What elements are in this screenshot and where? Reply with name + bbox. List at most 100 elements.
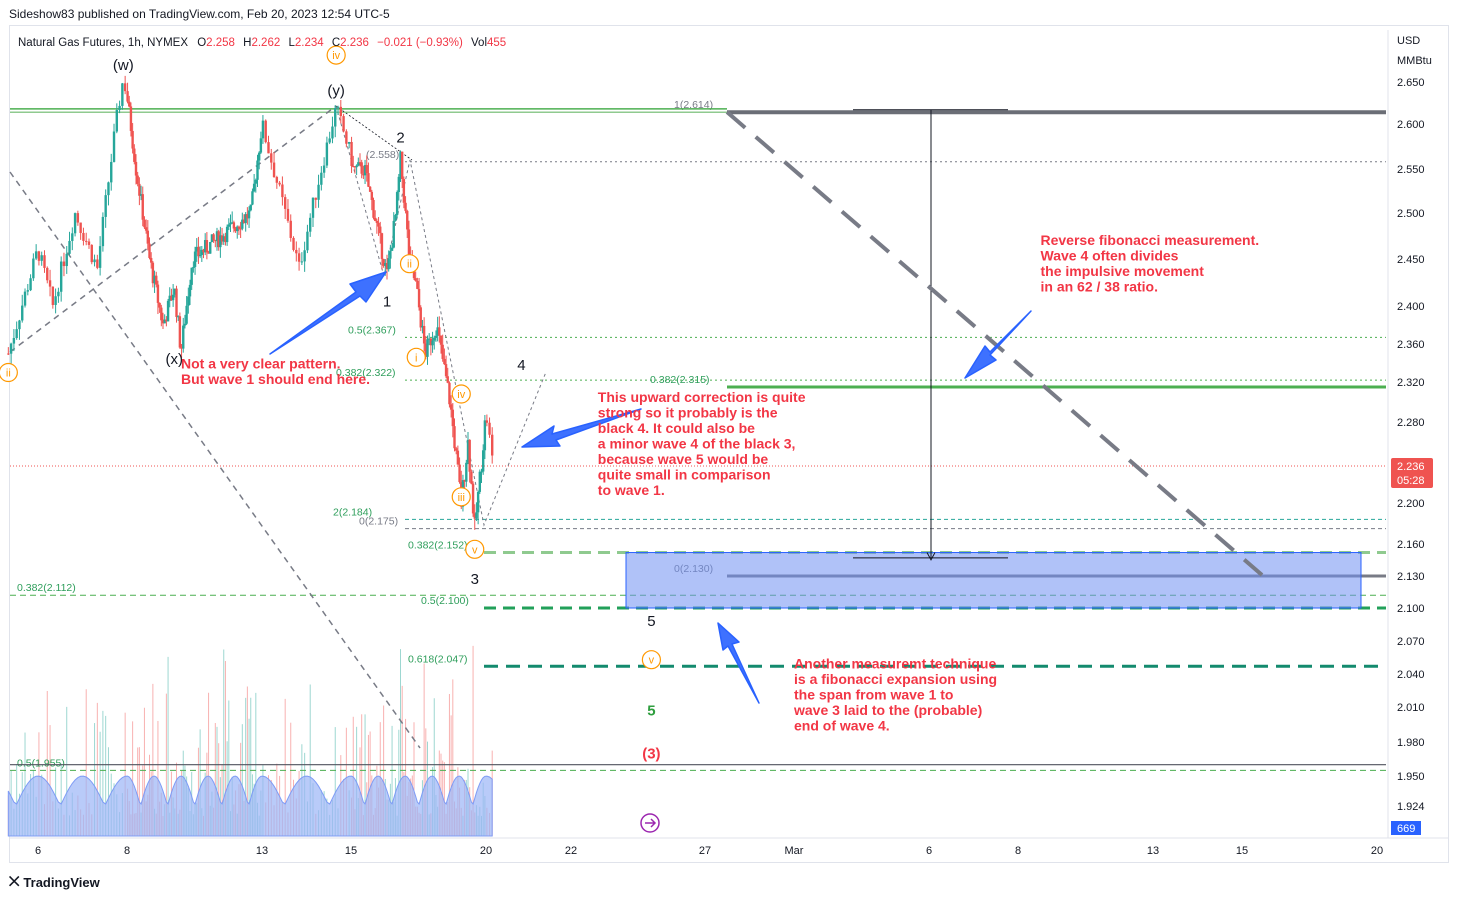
candle-body — [62, 261, 66, 267]
candle-body — [292, 237, 295, 250]
candle-body — [134, 161, 138, 176]
candle-body — [7, 353, 10, 355]
candle-body — [275, 176, 279, 183]
price-axis[interactable]: 2.650 2.600 2.550 2.500 2.450 2.400 2.360 2.320… — [1387, 30, 1433, 838]
annotation-line: quite small in comparison — [598, 467, 771, 483]
candle-body — [51, 286, 55, 305]
wave-label: (x) — [166, 351, 184, 368]
y-tick-label: 2.320 — [1397, 377, 1425, 389]
candle-body — [303, 250, 306, 262]
candle-body — [429, 338, 433, 346]
candle-body — [237, 226, 241, 229]
candle-body — [168, 295, 171, 301]
candle-body — [182, 325, 185, 349]
y-tick-label: 2.400 — [1397, 301, 1425, 313]
candle-body — [190, 267, 193, 285]
fib-label: 0(2.175) — [359, 516, 398, 528]
candle-body — [165, 319, 168, 322]
x-tick-label: 6 — [926, 845, 932, 857]
candle-body — [222, 236, 225, 242]
candle-body — [490, 434, 494, 456]
candle-body — [73, 213, 77, 234]
candle-body — [463, 480, 466, 482]
symbol-legend[interactable]: Natural Gas Futures, 1h, NYMEX O2.258 H2… — [18, 37, 506, 49]
wave-label: 1 — [383, 293, 391, 310]
candle-body — [485, 420, 489, 423]
y-tick-label: 2.600 — [1397, 119, 1425, 131]
wave-path — [335, 105, 547, 527]
fib-label: 0.382(2.152) — [408, 540, 468, 552]
open-label: O — [197, 37, 206, 49]
y-tick-label: 2.040 — [1397, 669, 1425, 681]
publisher-line: Sideshow83 published on TradingView.com,… — [9, 7, 390, 21]
candle-body — [220, 235, 224, 242]
chart-frame — [9, 25, 1449, 863]
candle-body — [178, 316, 182, 348]
footer-brand[interactable]: TradingView — [23, 874, 100, 890]
candle-body — [82, 232, 85, 241]
currency-label: USD — [1397, 35, 1420, 47]
candle-body — [355, 165, 358, 168]
wave-label: 3 — [471, 571, 479, 588]
candle-body — [267, 142, 270, 154]
x-tick-label: 22 — [565, 845, 577, 857]
candle-body — [426, 339, 429, 357]
candle-body — [370, 191, 374, 200]
candle-body — [385, 263, 389, 270]
candle-body — [311, 197, 315, 218]
candle-body — [192, 266, 195, 268]
candle-body — [143, 219, 146, 228]
candle-body — [37, 251, 41, 261]
candle-body — [475, 512, 478, 519]
candle-body — [483, 420, 487, 451]
tradingview-logo-icon[interactable]: ⨉ — [9, 874, 20, 889]
trend-lines[interactable] — [9, 105, 1264, 749]
candle-body — [309, 217, 312, 232]
candle-body — [54, 296, 57, 305]
time-axis[interactable]: 6 8 13 15 20 22 27 Mar 6 8 13 15 20 — [10, 813, 1449, 857]
candle-body — [136, 175, 139, 184]
y-tick-label: 1.950 — [1397, 771, 1425, 783]
candle-body — [96, 259, 99, 268]
goto-realtime-arrow-icon — [645, 818, 657, 828]
candle-body — [107, 182, 110, 196]
candle-body — [166, 300, 170, 322]
x-tick-label: 20 — [480, 845, 492, 857]
candle-body — [404, 202, 407, 211]
candle-body — [225, 226, 229, 243]
fib-label: 2(2.184) — [333, 506, 372, 518]
candle-body — [416, 280, 419, 289]
low-value: 2.234 — [295, 37, 324, 49]
candle-body — [46, 267, 49, 281]
high-value: 2.262 — [251, 37, 280, 49]
candle-body — [151, 262, 155, 284]
candle-body — [224, 236, 227, 243]
candle-body — [331, 126, 334, 139]
wave-label: ii — [407, 259, 412, 271]
projection-line — [725, 110, 1264, 577]
footer: ⨉ TradingView — [9, 874, 100, 890]
candle-body — [254, 179, 258, 184]
candle-body — [141, 194, 144, 220]
annotation-line: is a fibonacci expansion using — [794, 671, 997, 687]
candle-body — [417, 288, 421, 308]
annotation-line: a minor wave 4 of the black 3, — [598, 436, 796, 452]
candle-body — [281, 184, 284, 198]
y-tick-label: 2.100 — [1397, 603, 1425, 615]
wave-label: iii — [458, 492, 465, 504]
candle-body — [444, 364, 448, 377]
annotation-line: in an 62 / 38 ratio. — [1041, 279, 1159, 295]
candle-body — [244, 214, 247, 223]
target-zone[interactable] — [625, 109, 1362, 609]
candle-body — [362, 173, 365, 176]
candle-body — [443, 358, 446, 365]
candle-body — [79, 222, 82, 233]
candle-body — [104, 195, 107, 217]
candle-body — [446, 376, 449, 383]
trendline-rising — [9, 105, 337, 353]
trendline-falling — [9, 171, 421, 749]
candle-body — [480, 471, 483, 473]
high-label: H — [243, 37, 251, 49]
candle-body — [118, 105, 121, 110]
